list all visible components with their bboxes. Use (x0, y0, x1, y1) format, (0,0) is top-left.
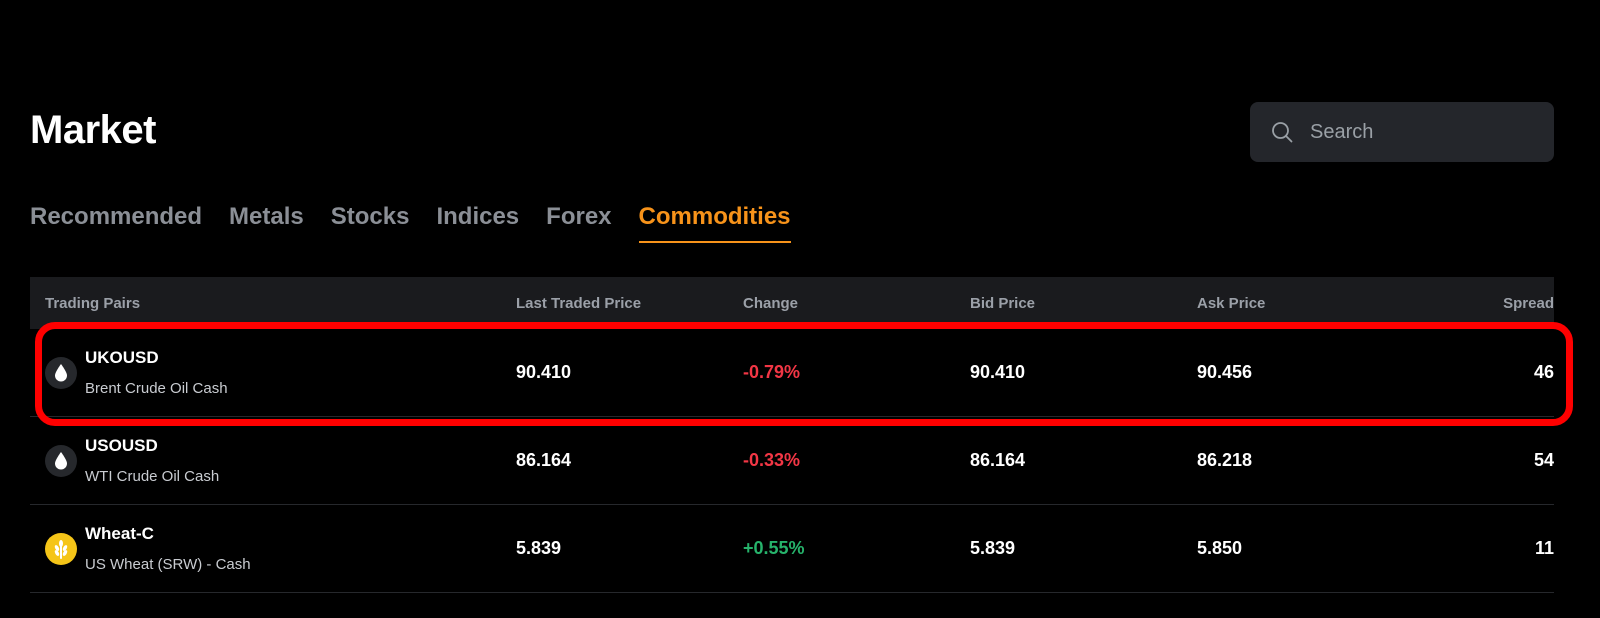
header-change[interactable]: Change (743, 294, 799, 312)
table-row[interactable]: USOUSD WTI Crude Oil Cash 86.164 -0.33% … (30, 417, 1554, 505)
header-bid-price[interactable]: Bid Price (970, 294, 1036, 312)
market-table: Trading Pairs Last Traded Price Change B… (30, 277, 1554, 593)
table-row[interactable]: UKOUSD Brent Crude Oil Cash 90.410 -0.79… (30, 329, 1554, 417)
tab-commodities[interactable]: Commodities (638, 203, 791, 243)
oil-drop-icon (45, 444, 77, 477)
search-box[interactable] (1250, 102, 1554, 162)
pair-cell: USOUSD WTI Crude Oil Cash (30, 436, 516, 485)
pair-cell: Wheat-C US Wheat (SRW) - Cash (30, 524, 516, 573)
ask-price: 86.218 (1197, 450, 1253, 470)
header-trading-pairs[interactable]: Trading Pairs (45, 294, 141, 312)
spread-value: 11 (1534, 538, 1554, 558)
change-value: -0.33% (743, 450, 801, 470)
search-icon (1272, 122, 1293, 143)
table-row[interactable]: Wheat-C US Wheat (SRW) - Cash 5.839 +0.5… (30, 505, 1554, 593)
header-last-traded-price[interactable]: Last Traded Price (516, 294, 642, 312)
spread-value: 46 (1533, 362, 1554, 382)
tab-metals[interactable]: Metals (229, 203, 304, 230)
tab-recommended[interactable]: Recommended (30, 203, 203, 230)
wheat-icon (45, 532, 77, 565)
oil-drop-icon (45, 356, 77, 389)
search-input[interactable] (1310, 112, 1530, 152)
tab-indices[interactable]: Indices (436, 203, 520, 230)
pair-name: US Wheat (SRW) - Cash (85, 556, 251, 573)
bid-price: 90.410 (970, 362, 1026, 382)
table-header: Trading Pairs Last Traded Price Change B… (30, 277, 1554, 329)
header-spread[interactable]: Spread (1503, 294, 1554, 312)
category-tabs: Recommended Metals Stocks Indices Forex … (30, 203, 791, 243)
tab-stocks[interactable]: Stocks (330, 203, 410, 230)
pair-symbol: UKOUSD (85, 348, 159, 367)
pair-cell: UKOUSD Brent Crude Oil Cash (30, 348, 516, 397)
pair-symbol: Wheat-C (85, 524, 154, 543)
bid-price: 5.839 (970, 538, 1016, 558)
last-price: 5.839 (516, 538, 562, 558)
page-title: Market (30, 108, 156, 152)
ask-price: 5.850 (1197, 538, 1243, 558)
change-value: -0.79% (743, 362, 801, 382)
bid-price: 86.164 (970, 450, 1026, 470)
last-price: 86.164 (516, 450, 572, 470)
pair-name: Brent Crude Oil Cash (85, 380, 228, 397)
spread-value: 54 (1533, 450, 1554, 470)
last-price: 90.410 (516, 362, 572, 382)
change-value: +0.55% (743, 538, 805, 558)
pair-name: WTI Crude Oil Cash (85, 468, 220, 485)
tab-forex[interactable]: Forex (546, 203, 612, 230)
ask-price: 90.456 (1197, 362, 1253, 382)
pair-symbol: USOUSD (85, 436, 158, 455)
header-ask-price[interactable]: Ask Price (1197, 294, 1266, 312)
